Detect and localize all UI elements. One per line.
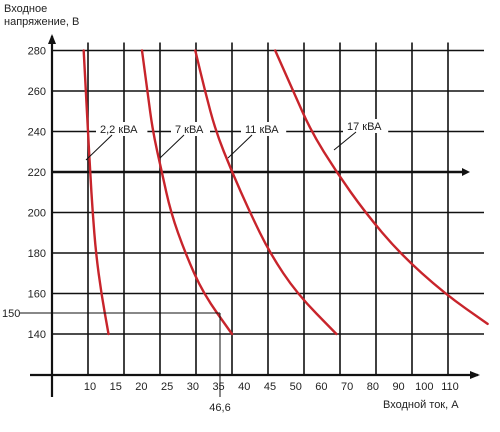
y-tick-label: 180 [28, 248, 46, 260]
curve-label-bg [171, 122, 210, 136]
curve-label-leader [333, 131, 357, 151]
curve-label: 11 кВА [245, 124, 279, 136]
x-axis-arrow [470, 371, 480, 379]
y-tick-label: 280 [28, 46, 46, 58]
x-tick-label: 110 [441, 381, 459, 393]
x-tick-label: 35 [212, 381, 224, 393]
x-tick-label: 40 [238, 381, 250, 393]
line-220-arrow [462, 168, 470, 176]
series-curve-3 [274, 49, 489, 326]
y-tick-labels: 140 160 180 200 220 240 260 280 [28, 46, 46, 342]
x-tick-label: 60 [315, 381, 327, 393]
y-tick-label: 220 [28, 167, 46, 179]
x-tick-label: 50 [290, 381, 302, 393]
series-curves [82, 49, 489, 336]
curve-label-bg [96, 122, 148, 136]
curve-label-bg [241, 122, 287, 136]
y-tick-label: 200 [28, 208, 46, 220]
x-tick-label: 45 [264, 381, 276, 393]
axes [30, 34, 480, 397]
x-tick-label: 20 [135, 381, 147, 393]
curve-label-leader [227, 134, 253, 159]
y-axis-title-line2: напряжение, В [4, 16, 79, 28]
y-tick-label: 240 [28, 127, 46, 139]
x-tick-label: 25 [161, 381, 173, 393]
x-tick-labels: 10 15 20 25 30 35 40 45 50 60 70 80 90 100 110 [84, 381, 459, 393]
y-axis-arrow [48, 34, 56, 44]
curve-label-leader [159, 134, 185, 159]
x-tick-label: 30 [187, 381, 199, 393]
x-tick-label: 15 [110, 381, 122, 393]
curve-label-bg [343, 119, 389, 133]
series-curve-2 [194, 49, 338, 336]
grid [52, 42, 484, 375]
series-curve-0 [82, 49, 110, 336]
curve-label: 17 кВА [347, 121, 382, 133]
series-curve-1 [140, 49, 234, 336]
y-axis-title-line1: Входное [4, 3, 47, 15]
x-tick-label: 80 [367, 381, 379, 393]
curve-label-leader [85, 134, 113, 161]
annotation-150: 150 [2, 308, 20, 320]
annotation-46-6: 46,6 [209, 402, 230, 414]
y-tick-label: 160 [28, 289, 46, 301]
curve-label: 2,2 кВА [100, 124, 138, 136]
x-tick-label: 100 [415, 381, 433, 393]
y-tick-label: 260 [28, 86, 46, 98]
curve-label: 7 кВА [175, 124, 204, 136]
curve-labels: 2,2 кВА 7 кВА 11 кВА 17 кВА [85, 119, 389, 161]
x-tick-label: 70 [341, 381, 353, 393]
x-tick-label: 10 [84, 381, 96, 393]
y-tick-label: 140 [28, 329, 46, 341]
x-tick-label: 90 [392, 381, 404, 393]
annotations: 150 46,6 [2, 308, 231, 414]
x-axis-title: Входной ток, А [383, 399, 459, 411]
